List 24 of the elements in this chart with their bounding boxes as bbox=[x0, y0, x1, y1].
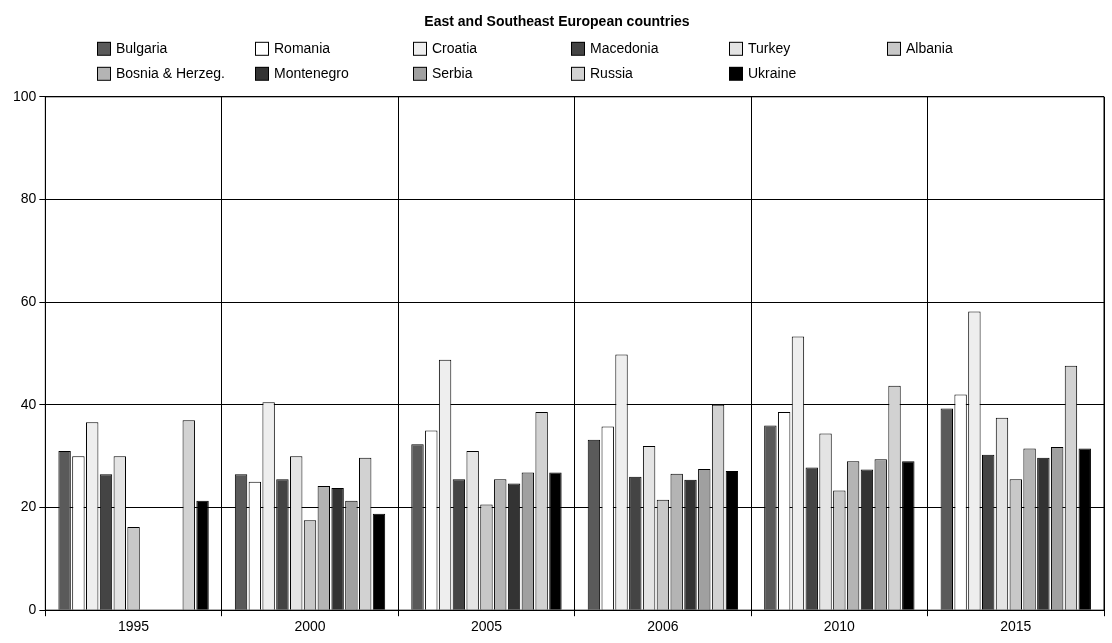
legend-label: Bulgaria bbox=[116, 39, 168, 56]
legend-label: Romania bbox=[274, 39, 331, 56]
legend-label: Macedonia bbox=[590, 39, 659, 56]
x-tick-label: 2005 bbox=[470, 618, 503, 635]
x-tick-label: 2006 bbox=[647, 618, 679, 635]
y-tick-label: 60 bbox=[20, 293, 37, 310]
y-tick-label: 40 bbox=[20, 395, 37, 412]
x-tick-label: 2000 bbox=[294, 618, 326, 635]
y-tick-label: 0 bbox=[28, 601, 37, 618]
legend-label: Croatia bbox=[432, 39, 478, 56]
chart-title: East and Southeast European countries bbox=[424, 13, 690, 30]
x-tick-label: 2010 bbox=[823, 618, 856, 635]
y-tick-label: 20 bbox=[20, 498, 37, 515]
legend-label: Ukraine bbox=[748, 64, 797, 81]
legend-label: Albania bbox=[906, 39, 953, 56]
legend-label: Montenegro bbox=[274, 64, 349, 81]
legend-label: Serbia bbox=[432, 64, 473, 81]
y-tick-label: 100 bbox=[13, 87, 37, 104]
y-tick-label: 80 bbox=[20, 190, 37, 207]
x-tick-label: 1995 bbox=[118, 618, 150, 635]
legend-label: Bosnia & Herzeg. bbox=[116, 64, 225, 81]
legend-label: Russia bbox=[590, 64, 634, 81]
x-tick-label: 2015 bbox=[1000, 618, 1032, 635]
legend-label: Turkey bbox=[748, 39, 791, 56]
